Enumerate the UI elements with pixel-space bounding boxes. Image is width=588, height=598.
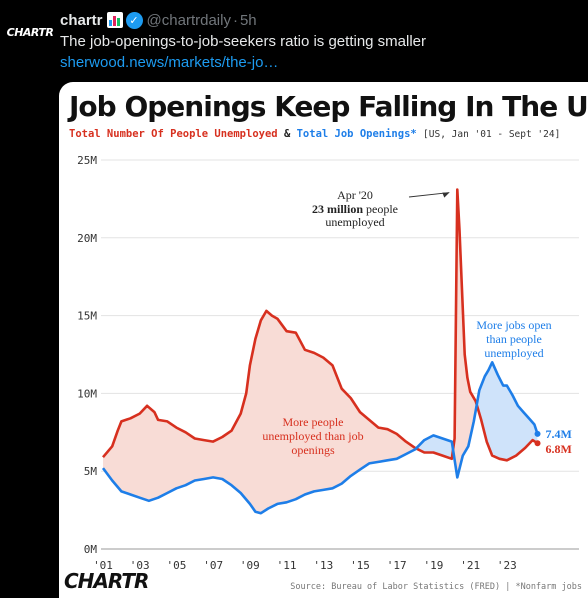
unemployed-excess-area <box>103 189 477 514</box>
peak-annotation-date: Apr '20 <box>337 188 373 202</box>
x-tick-label: '17 <box>387 559 407 572</box>
openings-area-annotation: than people <box>486 332 542 346</box>
source-note: Source: Bureau of Labor Statistics (FRED… <box>290 582 582 592</box>
peak-annotation-label: unemployed <box>325 215 384 229</box>
x-tick-label: '07 <box>203 559 223 572</box>
unemployed-area-annotation: More people <box>283 415 344 429</box>
peak-annotation-value: 23 million people <box>312 202 398 216</box>
chart-title: Job Openings Keep Falling In The US <box>69 90 588 123</box>
separator: · <box>232 11 238 29</box>
unemployed-legend: Total Number Of People Unemployed <box>69 128 278 140</box>
openings-area-annotation: unemployed <box>484 346 543 360</box>
y-tick-label: 25M <box>77 154 97 167</box>
line-chart: 0M 5M 10M 15M 20M 25M '01 '03 '05 '07 '09 '11 '13 '15… <box>77 154 579 572</box>
x-tick-label: '01 <box>93 559 113 572</box>
x-tick-label: '11 <box>277 559 297 572</box>
unemployed-end-point <box>534 440 541 447</box>
y-tick-label: 5M <box>84 465 98 478</box>
openings-legend: Total Job Openings* <box>296 128 417 140</box>
brand-logo: CHARTR <box>64 569 149 593</box>
x-tick-label: '03 <box>130 559 150 572</box>
y-tick-label: 10M <box>77 387 97 400</box>
avatar-logo: CHARTR <box>6 25 54 39</box>
peak-arrow-head <box>442 192 450 198</box>
unemployed-end-label: 6.8M <box>546 442 572 456</box>
tweet-header: chartr ✓ @chartrdaily · 5h <box>60 10 257 30</box>
avatar[interactable]: CHARTR <box>7 12 54 52</box>
x-tick-label: '05 <box>166 559 186 572</box>
x-tick-label: '15 <box>350 559 370 572</box>
y-tick-label: 20M <box>77 232 97 245</box>
legend-ampersand: & <box>283 128 291 140</box>
x-tick-label: '13 <box>313 559 333 572</box>
x-tick-label: '09 <box>240 559 260 572</box>
tweet-link[interactable]: sherwood.news/markets/the-jo… <box>60 54 279 71</box>
unemployed-area-annotation: openings <box>291 443 335 457</box>
unemployed-line <box>102 188 539 462</box>
chart-subtitle: Total Number Of People Unemployed & Tota… <box>69 128 560 140</box>
chart-image[interactable]: Job Openings Keep Falling In The US Tota… <box>59 82 588 598</box>
openings-line <box>101 361 539 515</box>
tweet-text: The job-openings-to-job-seekers ratio is… <box>60 33 427 50</box>
peak-arrow-line <box>408 192 450 198</box>
author-name[interactable]: chartr <box>60 11 103 29</box>
openings-area-annotation: More jobs open <box>476 318 551 332</box>
author-handle[interactable]: @chartrdaily <box>146 11 231 29</box>
unemployed-area-annotation: unemployed than job <box>262 429 363 443</box>
x-tick-label: '23 <box>497 559 517 572</box>
openings-end-point <box>534 430 541 437</box>
verified-badge-icon[interactable]: ✓ <box>125 11 143 29</box>
range-note: [US, Jan '01 - Sept '24] <box>423 129 561 140</box>
openings-end-label: 7.4M <box>546 427 572 441</box>
bar-chart-icon <box>106 12 123 28</box>
timestamp[interactable]: 5h <box>239 11 257 29</box>
y-tick-label: 15M <box>77 310 97 323</box>
x-tick-label: '19 <box>424 559 444 572</box>
x-tick-label: '21 <box>460 559 480 572</box>
y-tick-label: 0M <box>84 543 98 556</box>
